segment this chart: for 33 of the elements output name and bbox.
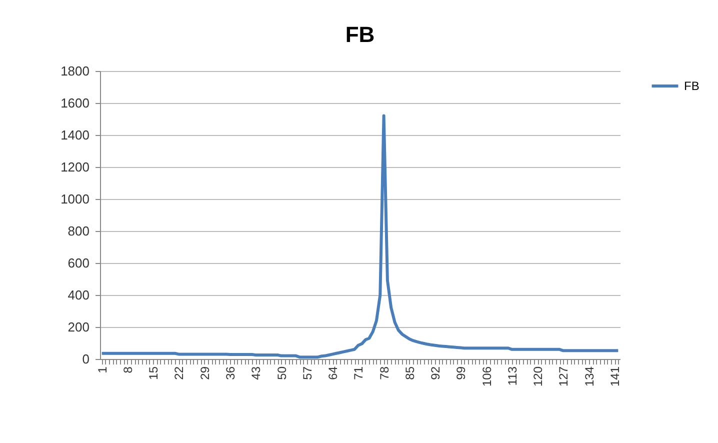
- x-tick-label: 15: [146, 366, 161, 380]
- y-tick-label: 1200: [60, 160, 90, 174]
- x-tick-label: 71: [352, 366, 366, 380]
- y-tick-label: 0: [82, 352, 90, 366]
- x-tick-label: 50: [274, 366, 289, 380]
- x-tick-label: 8: [120, 366, 135, 374]
- x-tick-label: 134: [582, 366, 596, 387]
- x-tick-label: 57: [300, 366, 314, 380]
- y-tick-label: 1800: [60, 64, 90, 78]
- x-tick-label: 64: [326, 366, 340, 380]
- x-tick-label: 85: [402, 366, 417, 380]
- x-tick-label: 141: [608, 366, 622, 387]
- y-tick-label: 1600: [60, 96, 90, 110]
- x-tick-label: 78: [377, 366, 392, 380]
- x-tick-label: 22: [172, 366, 186, 380]
- x-tick-label: 36: [224, 366, 238, 380]
- y-tick-label: 800: [68, 224, 90, 238]
- legend-label: FB: [684, 79, 700, 93]
- x-tick-label: 127: [556, 366, 571, 387]
- y-tick-label: 1400: [60, 128, 90, 142]
- y-tick-label: 200: [68, 320, 90, 334]
- x-tick-label: 43: [249, 366, 264, 380]
- x-tick-label: 106: [480, 366, 494, 387]
- x-tick-label: 1: [95, 366, 110, 374]
- chart-title: FB: [345, 22, 375, 47]
- x-tick-label: 120: [531, 366, 546, 387]
- x-tick-label: 29: [198, 366, 212, 380]
- x-tick-label: 113: [505, 366, 520, 386]
- y-tick-label: 600: [68, 256, 90, 270]
- x-tick-label: 99: [454, 366, 468, 380]
- y-tick-label: 1000: [60, 192, 90, 206]
- x-tick-label: 92: [428, 366, 443, 380]
- y-tick-label: 400: [68, 288, 90, 302]
